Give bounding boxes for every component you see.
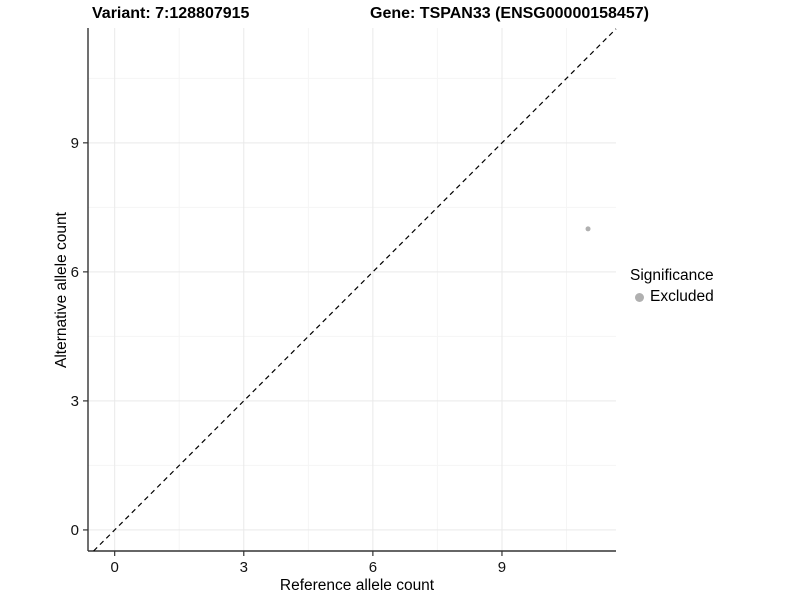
y-tick-label: 3 xyxy=(71,393,79,410)
identity-dashed-line xyxy=(93,28,617,552)
x-tick-label: 9 xyxy=(498,559,506,576)
x-axis-label: Reference allele count xyxy=(279,577,435,594)
legend-title: Significance xyxy=(630,267,714,284)
data-point xyxy=(585,226,591,232)
variant-title: Variant: 7:128807915 xyxy=(92,5,250,22)
legend: Significance Excluded xyxy=(630,267,714,306)
legend-point-icon xyxy=(635,292,644,302)
x-tick-label: 6 xyxy=(369,559,377,576)
legend-item-excluded: Excluded xyxy=(630,288,714,306)
y-axis-label: Alternative allele count xyxy=(53,212,70,368)
x-tick-label: 3 xyxy=(240,559,248,576)
y-tick-label: 9 xyxy=(71,135,79,152)
gene-title: Gene: TSPAN33 (ENSG00000158457) xyxy=(370,5,649,22)
legend-item-label: Excluded xyxy=(650,288,714,305)
x-tick-label: 0 xyxy=(111,559,119,576)
y-tick-label: 6 xyxy=(71,264,79,281)
y-tick-label: 0 xyxy=(71,522,79,539)
